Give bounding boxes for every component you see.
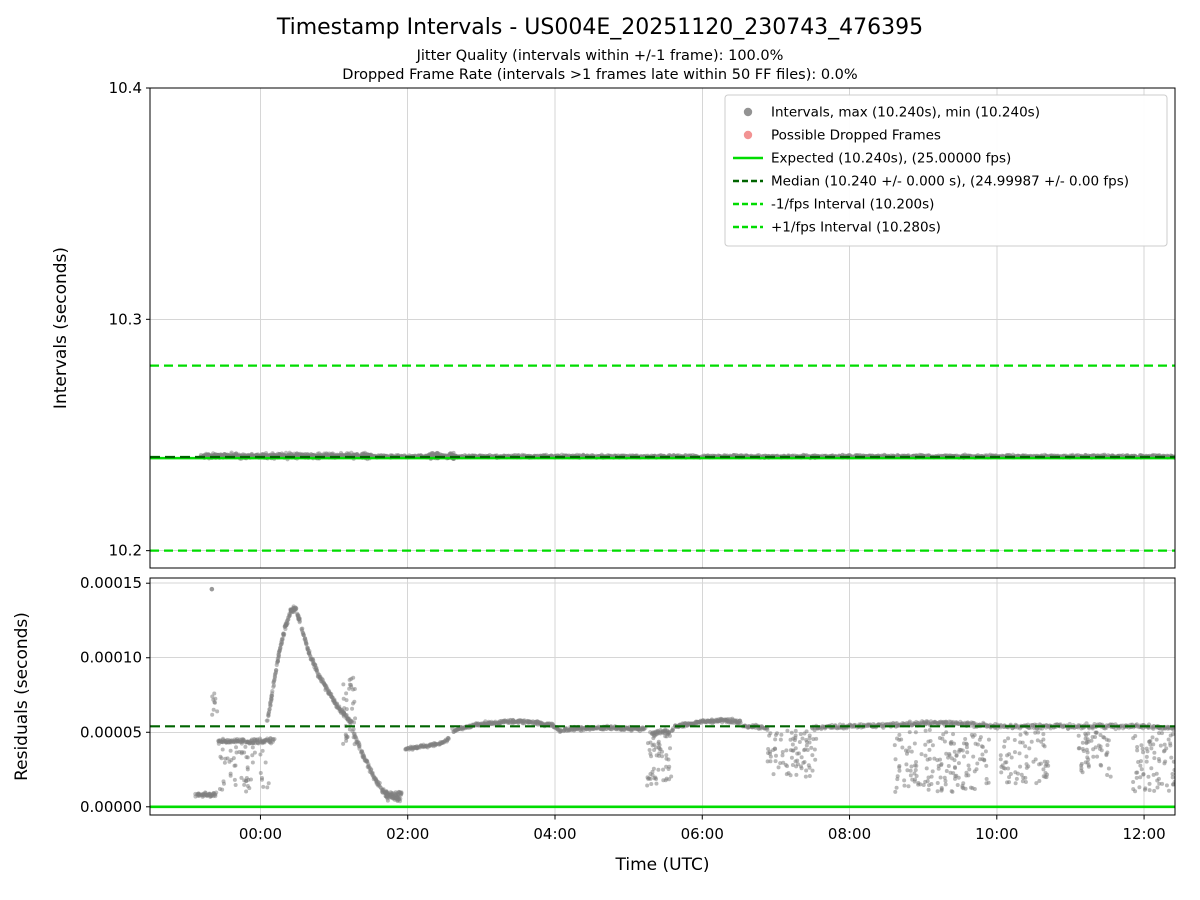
x-tick-label: 02:00 [386,825,429,843]
panel-intervals: 10.2 10.3 10.4 Intervals (seconds) [51,79,1176,569]
intervals-y-tick-label: 10.2 [109,542,142,560]
intervals-axes-frame [149,87,1176,569]
legend-label: Intervals, max (10.240s), min (10.240s) [771,105,1040,121]
intervals-y-tick-label: 10.4 [109,79,142,97]
x-tick-label: 04:00 [533,825,576,843]
x-axis-ticks: 00:00 02:00 04:00 06:00 08:00 10:00 12:00 [239,815,1166,843]
legend: Intervals, max (10.240s), min (10.240s) P… [724,94,1168,247]
x-tick-label: 00:00 [239,825,282,843]
residuals-y-axis-label: Residuals (seconds) [12,612,32,781]
legend-label: +1/fps Interval (10.280s) [771,220,941,236]
legend-item: Expected (10.240s), (25.00000 fps) [733,151,1011,167]
chart-subtitle-jitter: Jitter Quality (intervals within +/-1 fr… [416,48,784,64]
intervals-y-axis-label: Intervals (seconds) [51,247,71,409]
legend-item: Intervals, max (10.240s), min (10.240s) [743,105,1040,121]
legend-item: Median (10.240 +/- 0.000 s), (24.99987 +… [733,174,1129,190]
panel-residuals: 0.00000 0.00005 0.00010 0.00015 Residuals (s… [12,574,1176,816]
x-axis-label: Time (UTC) [615,855,710,875]
legend-item: -1/fps Interval (10.200s) [733,197,934,213]
intervals-y-tick-label: 10.3 [109,310,142,328]
legend-label: -1/fps Interval (10.200s) [771,197,934,213]
x-tick-label: 06:00 [681,825,724,843]
residuals-y-tick-label: 0.00005 [80,723,142,741]
x-tick-label: 12:00 [1122,825,1165,843]
legend-item: +1/fps Interval (10.280s) [733,220,941,236]
legend-marker-dot [743,130,753,140]
legend-box [724,94,1168,247]
x-tick-label: 08:00 [828,825,871,843]
residuals-axes-frame [149,577,1176,816]
legend-item: Possible Dropped Frames [743,128,941,144]
residuals-y-tick-label: 0.00000 [80,798,142,816]
residuals-scatter-series [193,586,1175,804]
legend-label: Expected (10.240s), (25.00000 fps) [771,151,1011,167]
chart-title: Timestamp Intervals - US004E_20251120_23… [276,15,924,40]
residuals-y-tick-label: 0.00010 [80,649,142,667]
chart-subtitle-dropped: Dropped Frame Rate (intervals >1 frames … [342,67,858,83]
legend-label: Possible Dropped Frames [771,128,941,144]
residuals-y-tick-label: 0.00015 [80,574,142,592]
legend-marker-dot [743,107,753,117]
legend-label: Median (10.240 +/- 0.000 s), (24.99987 +… [771,174,1129,190]
x-tick-label: 10:00 [975,825,1018,843]
